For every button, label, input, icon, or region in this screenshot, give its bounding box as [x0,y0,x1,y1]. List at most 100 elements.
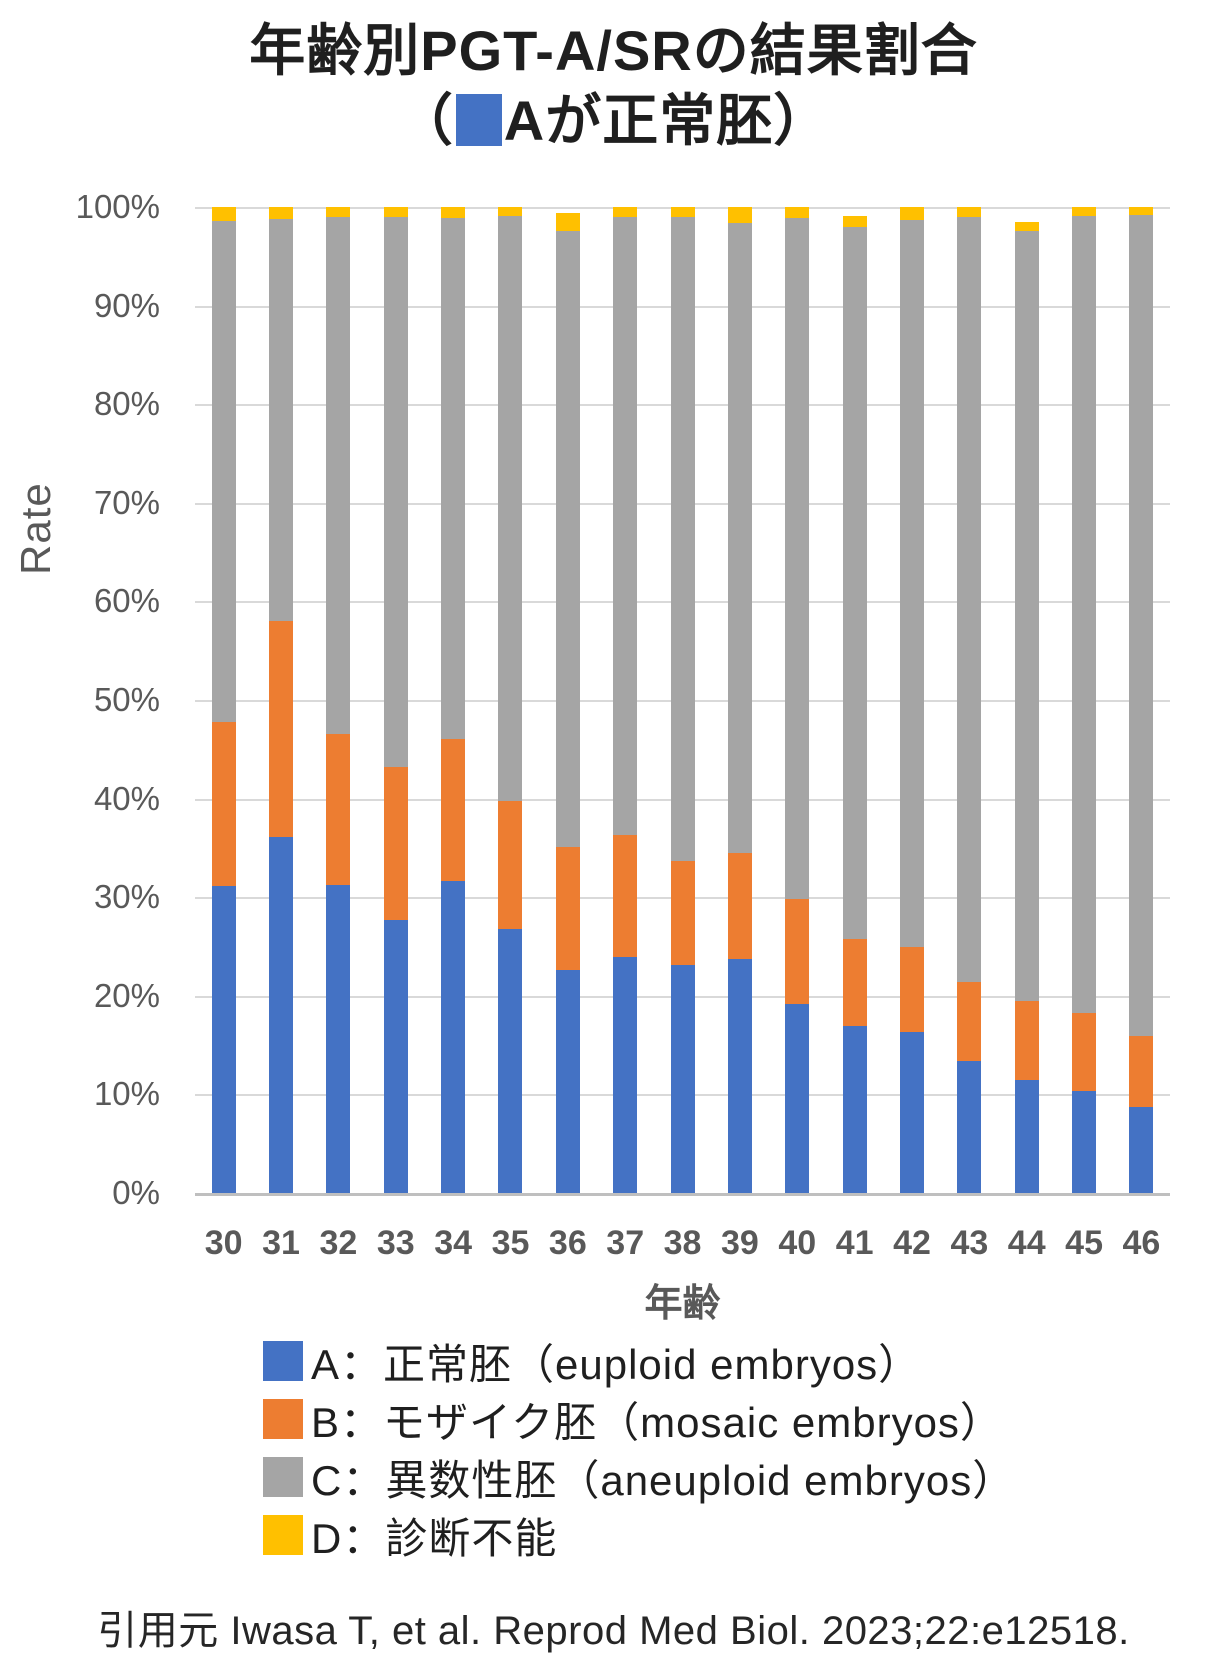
bar-segment-b-age-31 [269,621,294,838]
bar-cell-43 [941,207,998,1193]
bar-cell-41 [826,207,883,1193]
bar-segment-a-age-32 [326,885,351,1193]
y-tick-label: 70% [93,483,160,521]
bar-segment-b-age-40 [785,899,810,1004]
x-tick-label-45: 45 [1065,1224,1103,1262]
bar-segment-a-age-36 [555,970,580,1193]
bar-segment-a-age-45 [1072,1091,1097,1193]
x-tick-label-46: 46 [1122,1224,1161,1262]
bar-segment-d-age-30 [211,207,236,221]
legend-swatch-a [263,1341,303,1381]
bar-segment-a-age-37 [613,957,638,1193]
bar-segment-c-age-43 [957,216,982,983]
chart-title: 年齢別PGT-A/SRの結果割合 （ Aが正常胚） [0,16,1227,156]
bar-segment-c-age-31 [269,218,294,622]
bar-segment-a-age-46 [1129,1106,1154,1193]
bar-segment-d-age-32 [326,207,351,217]
x-tick-label-44: 44 [1007,1224,1046,1262]
bar-segment-b-age-34 [441,739,466,882]
legend-swatch-c [263,1457,303,1497]
bar-segment-c-age-41 [842,226,867,939]
bar-segment-b-age-41 [842,938,867,1027]
bar-cell-30 [195,207,252,1193]
chart-title-line1: 年齢別PGT-A/SRの結果割合 [249,19,978,82]
bar-cell-31 [252,207,309,1193]
bar-segment-c-age-40 [785,217,810,900]
bar-segment-c-age-42 [899,219,924,947]
legend-label-d: D：診断不能 [311,1514,558,1562]
legend-label-b: B：モザイク胚（mosaic embryos） [311,1398,1003,1446]
title-open-paren: （ [396,89,454,152]
legend: A：正常胚（euploid embryos） B：モザイク胚（mosaic emb… [263,1332,1015,1564]
bar-segment-d-age-35 [498,207,523,216]
stacked-bar-age-33 [383,207,408,1193]
bar-segment-a-age-34 [441,881,466,1193]
stacked-bar-age-30 [211,207,236,1193]
plot-area [195,207,1170,1196]
x-axis-line [195,1193,1170,1196]
stacked-bar-age-45 [1072,207,1097,1193]
title-inline-blue-swatch [455,94,502,146]
bar-segment-b-age-43 [957,982,982,1061]
x-tick-label-33: 33 [376,1224,415,1262]
bar-segment-d-age-31 [269,207,294,219]
stacked-bar-age-42 [899,207,924,1193]
x-tick-label-35: 35 [491,1224,530,1262]
bar-cell-39 [711,207,768,1193]
stacked-bar-age-40 [785,207,810,1193]
bar-cell-38 [654,207,711,1193]
bar-segment-c-age-46 [1129,214,1154,1037]
bar-cell-44 [998,207,1055,1193]
x-tick-label-34: 34 [434,1224,473,1262]
bar-segment-d-age-38 [670,207,695,217]
x-tick-label-32: 32 [319,1224,358,1262]
bar-segment-b-age-46 [1129,1036,1154,1107]
bar-segment-c-age-33 [383,216,408,768]
bar-segment-c-age-30 [211,220,236,722]
bar-segment-b-age-33 [383,767,408,920]
bar-segment-a-age-33 [383,919,408,1193]
x-tick-label-41: 41 [835,1224,874,1262]
bar-segment-a-age-44 [1014,1079,1039,1193]
bar-segment-c-age-34 [441,217,466,740]
x-tick-label-37: 37 [606,1224,645,1262]
chart-title-line2-text: Aが正常胚） [503,89,831,152]
bar-segment-b-age-38 [670,860,695,966]
bar-segment-a-age-40 [785,1003,810,1193]
bars [195,207,1170,1193]
bar-segment-a-age-31 [269,837,294,1193]
stacked-bar-age-46 [1129,207,1154,1193]
y-tick-label: 90% [93,286,160,324]
y-tick-label: 100% [75,188,160,225]
x-tick-label-30: 30 [204,1224,243,1262]
stacked-bar-age-39 [727,207,752,1193]
legend-row-b: B：モザイク胚（mosaic embryos） [263,1390,1015,1448]
y-tick-label: 50% [93,681,160,718]
bar-cell-42 [883,207,940,1193]
stacked-bar-age-44 [1014,207,1039,1193]
y-tick-label: 60% [93,582,160,620]
x-tick-label-43: 43 [950,1224,989,1262]
bar-segment-c-age-37 [613,216,638,836]
bar-segment-a-age-42 [899,1032,924,1193]
bar-segment-b-age-44 [1014,1000,1039,1080]
bar-segment-d-age-37 [613,207,638,217]
bar-cell-37 [597,207,654,1193]
bar-segment-b-age-39 [727,852,752,960]
bar-segment-d-age-45 [1072,207,1097,216]
stacked-bar-age-32 [326,207,351,1193]
y-axis-labels: 100% 90% 80% 70% 60% 50% 40% 30% 20% 10% 0% [0,188,160,1211]
stacked-bar-age-41 [842,207,867,1193]
bar-segment-b-age-36 [555,846,580,971]
legend-swatch-b [263,1399,303,1439]
bar-segment-c-age-39 [727,222,752,853]
bar-cell-34 [424,207,481,1193]
bar-segment-a-age-39 [727,959,752,1193]
bar-segment-c-age-32 [326,216,351,734]
bar-cell-40 [769,207,826,1193]
bar-segment-d-age-44 [1014,221,1039,231]
x-tick-label-42: 42 [893,1224,931,1262]
stacked-bar-age-36 [555,207,580,1193]
bar-cell-45 [1055,207,1112,1193]
x-axis-labels: 30 31 32 33 34 35 36 37 38 39 40 41 42 43 44 45 46 [195,1224,1170,1263]
